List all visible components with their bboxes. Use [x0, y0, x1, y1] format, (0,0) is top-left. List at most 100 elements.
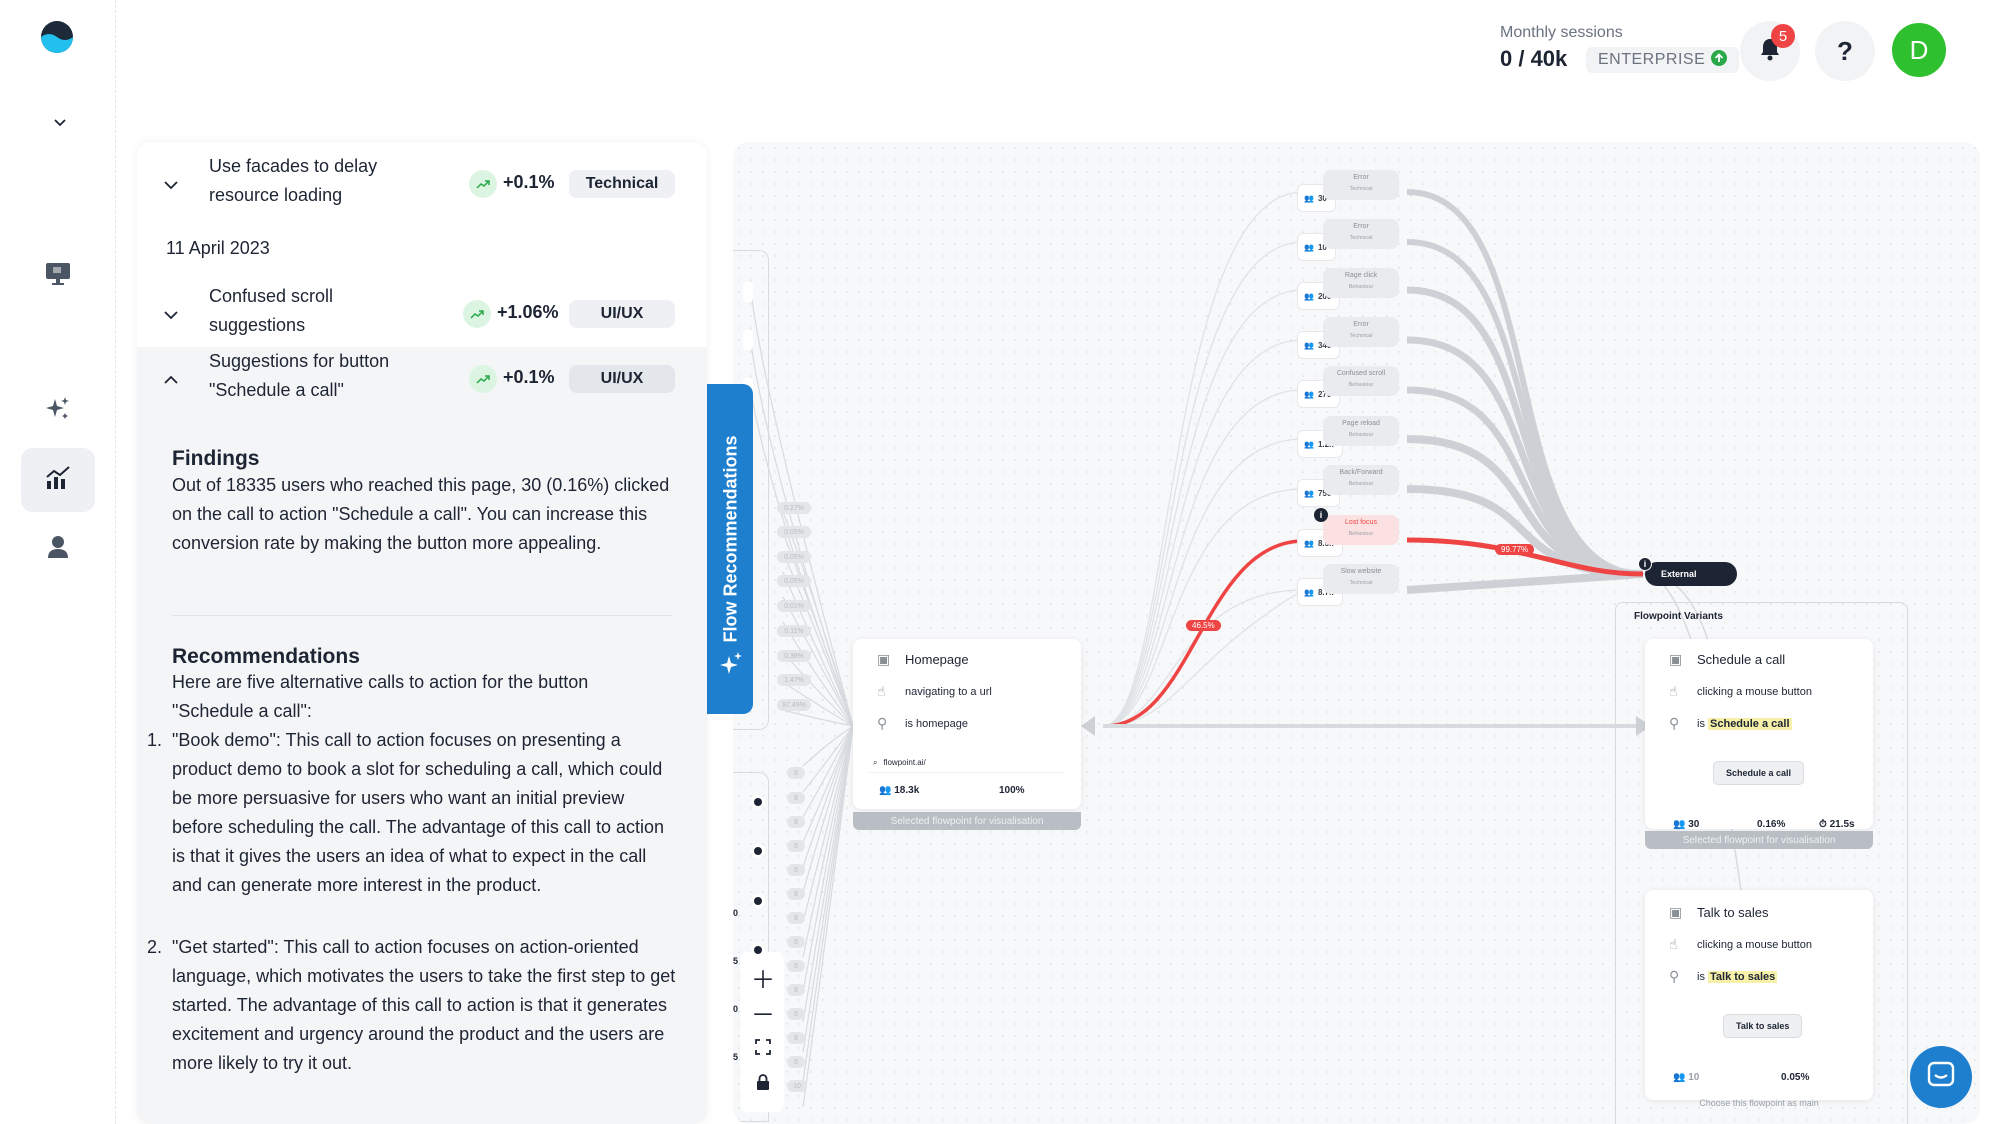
- recommendation-text: "Get started": This call to action focus…: [172, 937, 676, 1073]
- avatar[interactable]: D: [1892, 23, 1946, 77]
- recommendations-heading: Recommendations: [172, 645, 360, 668]
- suggestion-item[interactable]: Confused scroll suggestions +1.06% UI/UX: [137, 282, 707, 346]
- event-node-error[interactable]: Error Technical: [1323, 219, 1399, 249]
- event-category: Behaviour: [1348, 382, 1374, 388]
- variant-node-talk-to-sales[interactable]: ▣ Talk to sales ☝ clicking a mouse button …: [1645, 890, 1873, 1108]
- collapsed-branch-frame: [733, 250, 769, 730]
- flow-recommendations-tab[interactable]: [707, 384, 753, 714]
- fit-view-button[interactable]: [746, 1031, 780, 1065]
- chevron-down-icon[interactable]: [52, 114, 68, 130]
- collapsed-node-marker: [751, 894, 765, 908]
- percent-stat: 0.05%: [1781, 1072, 1810, 1083]
- users-stat: 👥 10: [1673, 1072, 1699, 1083]
- variants-title: Flowpoint Variants: [1634, 611, 1723, 622]
- users-icon: 👥: [1304, 291, 1314, 301]
- flowpoint-variants-panel: Flowpoint Variants: [1615, 602, 1908, 1124]
- timer-icon: ⏱: [1819, 819, 1830, 830]
- chevron-down-icon[interactable]: [163, 178, 179, 196]
- collapsed-node-marker: [751, 795, 765, 809]
- chevron-up-icon[interactable]: [163, 373, 179, 391]
- cut-off-count: 0: [733, 908, 739, 918]
- variant-preview-button[interactable]: Schedule a call: [1713, 761, 1805, 785]
- branch-count-pill: 6: [787, 960, 805, 972]
- flow-canvas[interactable]: 0.27% 0.05% 0.05% 0.05% 0.01% 0.11% 0.38…: [733, 142, 1980, 1124]
- users-icon: 👥: [1304, 538, 1314, 548]
- cut-off-count: 0: [733, 1004, 739, 1014]
- users-icon: 👥: [1304, 340, 1314, 350]
- suggestion-tag: UI/UX: [569, 365, 675, 393]
- event-node-rage-click[interactable]: Rage click Behaviour: [1323, 268, 1399, 298]
- sidebar-item-analytics[interactable]: [21, 448, 95, 512]
- chevron-down-icon[interactable]: [163, 308, 179, 326]
- suggestion-item-expanded[interactable]: Suggestions for button "Schedule a call"…: [137, 347, 707, 411]
- selected-flowpoint-node[interactable]: ▣ Homepage ☝ navigating to a url ⚲ is homep…: [853, 639, 1081, 830]
- variant-node-schedule-a-call[interactable]: ▣ Schedule a call ☝ clicking a mouse butto…: [1645, 639, 1873, 849]
- branch-percent-pill: 0.11%: [777, 625, 811, 637]
- event-count: 200: [1317, 291, 1332, 301]
- divider: [172, 615, 672, 616]
- chat-launcher-button[interactable]: [1910, 1046, 1972, 1108]
- zoom-in-button[interactable]: ＋: [751, 966, 775, 994]
- sidebar-item-sessions[interactable]: [21, 244, 95, 308]
- branch-count-pill: 8: [787, 984, 805, 996]
- event-count: 279: [1317, 389, 1332, 399]
- users-stat: 👥 30: [1673, 819, 1699, 830]
- pointer-icon: ☝: [1669, 936, 1678, 952]
- event-category: Behaviour: [1348, 531, 1374, 537]
- event-count: 30: [1317, 193, 1327, 203]
- sidebar-item-ai[interactable]: [21, 379, 95, 443]
- zoom-out-button[interactable]: －: [751, 1001, 775, 1029]
- branch-percent-pill: 0.01%: [777, 600, 811, 612]
- filter-icon: ⚲: [877, 715, 888, 731]
- search-icon: ⌕: [873, 757, 878, 767]
- event-count: 340: [1317, 340, 1332, 350]
- branch-count-pill: 6: [787, 936, 805, 948]
- suggestion-tag: UI/UX: [569, 300, 675, 328]
- users-icon: 👥: [1304, 193, 1314, 203]
- collapsed-node-marker: [751, 943, 765, 957]
- sidebar-item-account[interactable]: [21, 517, 95, 581]
- users-icon: 👥: [1673, 819, 1689, 830]
- flow-recommendations-label: Flow Recommendations: [720, 435, 741, 643]
- lock-button[interactable]: [746, 1066, 780, 1100]
- event-node-slow-website[interactable]: Slow website Technical: [1323, 564, 1399, 594]
- users-icon: 👥: [1304, 242, 1314, 252]
- suggestion-item[interactable]: Use facades to delay resource loading +0…: [137, 152, 707, 216]
- event-node-error[interactable]: Error Technical: [1323, 317, 1399, 347]
- branch-count-pill: 8: [787, 816, 805, 828]
- url-value: flowpoint.ai/: [883, 758, 926, 767]
- collapsed-node: [743, 282, 753, 302]
- info-icon[interactable]: i: [1314, 508, 1328, 522]
- users-value: 18.3k: [894, 785, 920, 796]
- collapsed-branch-frame: [733, 772, 769, 1122]
- branch-percent-pill: 0.38%: [777, 650, 811, 662]
- event-node-page-reload[interactable]: Page reload Behaviour: [1323, 416, 1399, 446]
- suggestion-title: Use facades to delay resource loading: [209, 156, 378, 205]
- event-node-error[interactable]: Error Technical: [1323, 170, 1399, 200]
- event-node-lost-focus[interactable]: Lost focus Behaviour: [1323, 515, 1399, 545]
- help-button[interactable]: ?: [1815, 21, 1875, 81]
- percent-stat: 100%: [999, 785, 1025, 796]
- make-main-footer[interactable]: Choose this flowpoint as main: [1699, 1098, 1819, 1108]
- recommendations-panel: Use facades to delay resource loading +0…: [137, 142, 707, 1124]
- branch-count-pill: 6: [787, 767, 805, 779]
- chat-icon: [1926, 1060, 1956, 1095]
- page-icon: ▣: [1669, 651, 1683, 667]
- upgrade-arrow-icon: [1711, 49, 1728, 71]
- external-node[interactable]: External: [1645, 562, 1737, 586]
- branch-percent-pill: 0.05%: [777, 575, 811, 587]
- event-name: Error: [1353, 321, 1369, 328]
- sparkles-icon: [718, 650, 744, 683]
- variant-preview-button[interactable]: Talk to sales: [1723, 1014, 1803, 1038]
- event-node-confused-scroll[interactable]: Confused scroll Behaviour: [1323, 366, 1399, 396]
- url-field[interactable]: ⌕ flowpoint.ai/: [869, 753, 1065, 773]
- sparkles-icon: [44, 395, 72, 428]
- variant-condition-prefix: is: [1697, 970, 1705, 983]
- users-icon: 👥: [1304, 587, 1314, 597]
- event-category: Technical: [1349, 235, 1373, 241]
- info-icon[interactable]: i: [1638, 557, 1652, 571]
- logo-icon[interactable]: [40, 20, 74, 54]
- event-node-back-forward[interactable]: Back/Forward Behaviour: [1323, 465, 1399, 495]
- event-category: Technical: [1349, 186, 1373, 192]
- plan-label: ENTERPRISE: [1598, 51, 1706, 68]
